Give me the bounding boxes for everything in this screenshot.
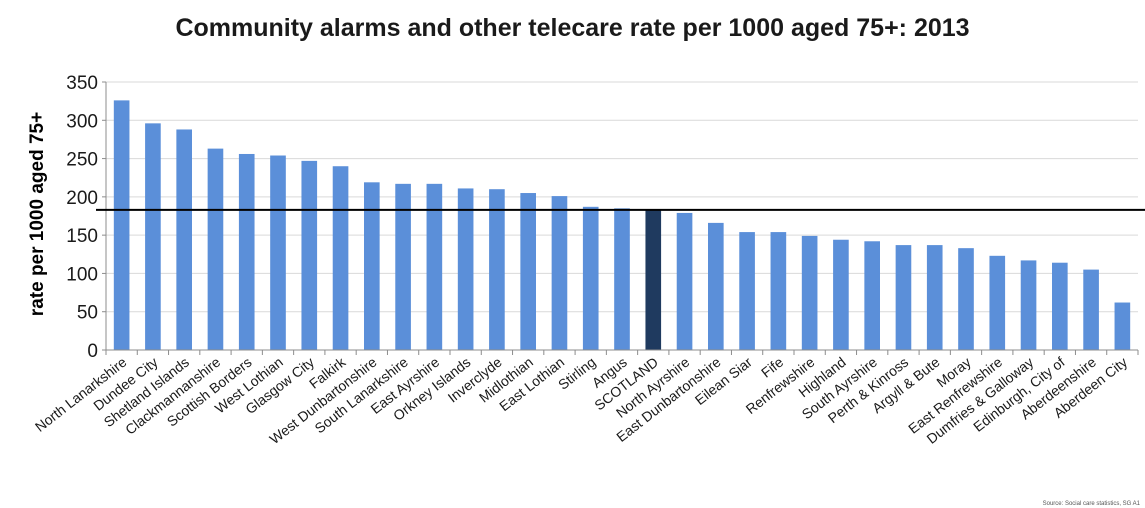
bar: [364, 182, 380, 350]
bar: [582, 206, 599, 350]
bar: [1052, 262, 1068, 350]
bar: [395, 183, 411, 350]
y-tick-label: 300: [66, 111, 98, 132]
axes: [102, 81, 1139, 355]
bar: [770, 232, 787, 350]
y-tick-label: 150: [66, 226, 98, 247]
bar: [551, 196, 568, 350]
bar: [801, 235, 818, 350]
bar: [989, 255, 1006, 350]
bar: [1114, 302, 1131, 350]
bar: [145, 123, 161, 350]
bar: [1083, 269, 1099, 350]
bar: [520, 193, 536, 350]
y-axis-label: rate per 1000 aged 75+: [27, 112, 48, 316]
bar: [207, 148, 224, 350]
y-tick-label: 200: [66, 188, 98, 209]
y-tick-label: 250: [66, 150, 98, 171]
bar: [676, 212, 693, 350]
y-tick-labels: 0 50 100 150 200 250 300 350: [66, 73, 98, 362]
y-tick-label: 350: [66, 73, 98, 94]
y-tick-label: 0: [87, 341, 98, 362]
bar: [176, 129, 192, 350]
bar: [301, 160, 318, 350]
chart-title: Community alarms and other telecare rate…: [175, 14, 970, 42]
bar: [426, 183, 443, 350]
bars: [113, 100, 1131, 351]
bar: [958, 248, 974, 350]
bar: [895, 245, 912, 350]
bar: [614, 208, 630, 350]
y-tick-label: 50: [77, 303, 98, 324]
bar: [489, 189, 505, 350]
bar: [926, 245, 943, 350]
bar: [739, 232, 755, 350]
bar: [645, 209, 662, 350]
bar: [332, 166, 349, 350]
bar: [864, 241, 880, 350]
source-note: Source: Social care statistics, SG A1: [1043, 501, 1141, 507]
bar: [113, 100, 130, 351]
bar: [1020, 260, 1037, 350]
bar: [833, 239, 849, 350]
bar: [457, 188, 474, 350]
bar: [708, 222, 724, 350]
y-tick-label: 100: [66, 264, 98, 285]
bar: [270, 155, 286, 350]
bar: [238, 153, 255, 350]
